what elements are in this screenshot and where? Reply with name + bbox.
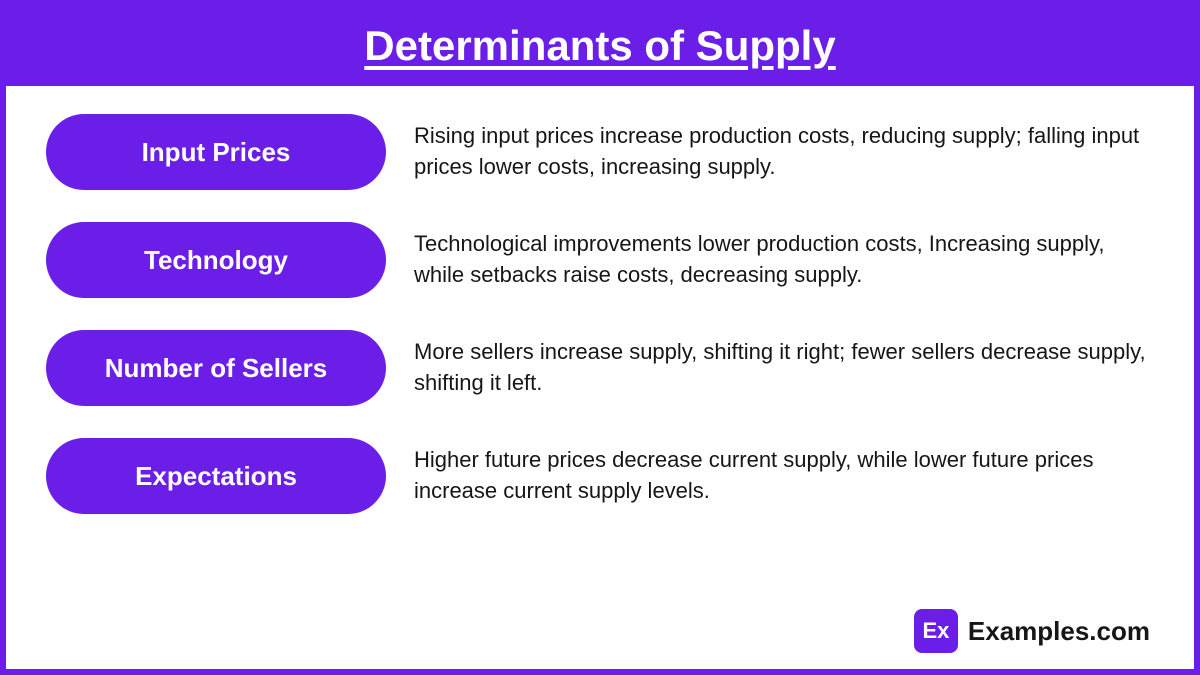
determinant-row: Expectations Higher future prices decrea… (46, 438, 1154, 514)
determinant-row: Number of Sellers More sellers increase … (46, 330, 1154, 406)
determinant-row: Technology Technological improvements lo… (46, 222, 1154, 298)
determinant-pill: Input Prices (46, 114, 386, 190)
determinant-label: Expectations (135, 461, 297, 492)
footer-brand: Ex Examples.com (914, 609, 1150, 653)
determinant-pill: Technology (46, 222, 386, 298)
determinant-description: Rising input prices increase production … (414, 121, 1154, 183)
determinant-description: More sellers increase supply, shifting i… (414, 337, 1154, 399)
outer-frame: Determinants of Supply Input Prices Risi… (0, 0, 1200, 675)
brand-logo-icon: Ex (914, 609, 958, 653)
determinant-row: Input Prices Rising input prices increas… (46, 114, 1154, 190)
content-area: Input Prices Rising input prices increas… (6, 86, 1194, 669)
determinant-pill: Expectations (46, 438, 386, 514)
determinant-pill: Number of Sellers (46, 330, 386, 406)
determinant-label: Input Prices (142, 137, 291, 168)
brand-logo-text: Ex (922, 618, 949, 644)
determinant-description: Technological improvements lower product… (414, 229, 1154, 291)
determinant-label: Number of Sellers (105, 353, 328, 384)
determinant-label: Technology (144, 245, 288, 276)
determinant-description: Higher future prices decrease current su… (414, 445, 1154, 507)
page-title: Determinants of Supply (364, 22, 835, 70)
brand-name: Examples.com (968, 616, 1150, 647)
header-bar: Determinants of Supply (6, 6, 1194, 86)
